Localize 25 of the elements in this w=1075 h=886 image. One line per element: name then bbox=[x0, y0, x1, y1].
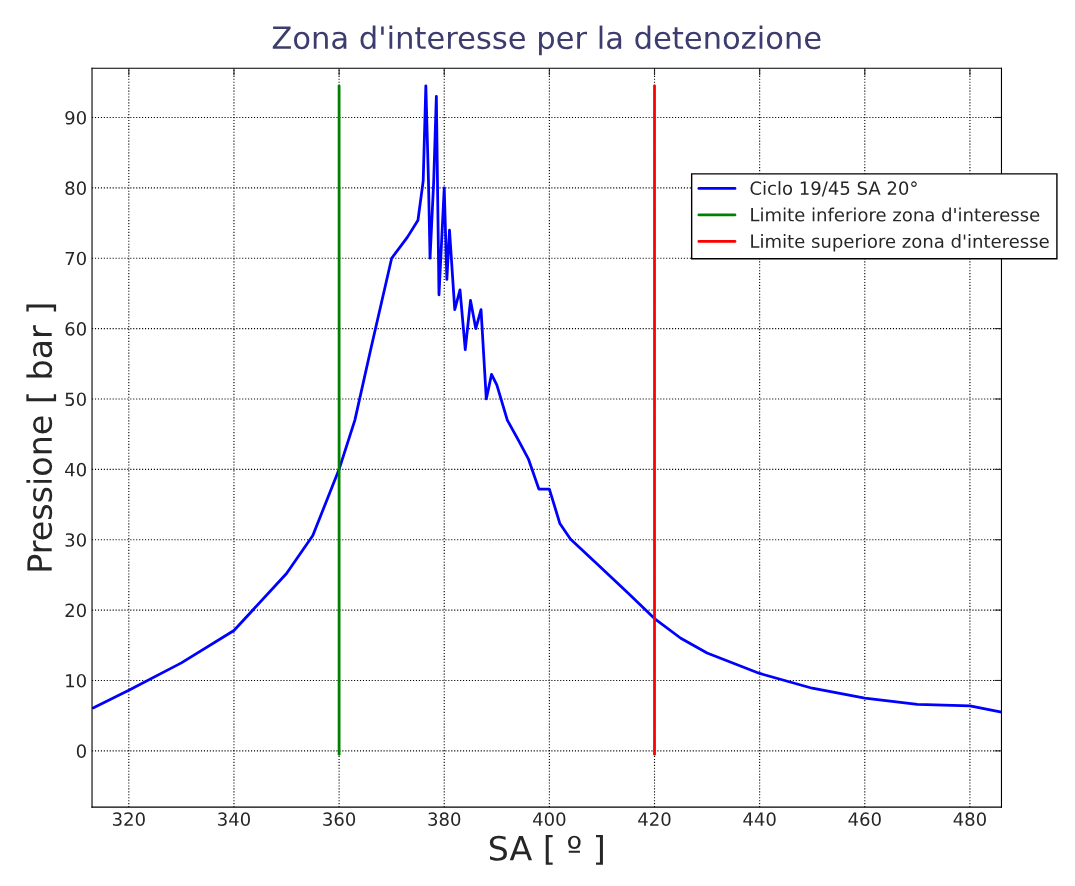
y-tick-label: 70 bbox=[65, 251, 86, 266]
x-tick-label: 380 bbox=[428, 812, 461, 826]
y-tick-label: 90 bbox=[65, 110, 86, 125]
x-tick-label: 460 bbox=[848, 812, 881, 826]
legend-label: Ciclo 19/45 SA 20° bbox=[750, 181, 917, 197]
x-tick-label: 400 bbox=[533, 812, 566, 826]
y-tick-label: 80 bbox=[65, 181, 86, 195]
y-tick-label: 0 bbox=[76, 744, 86, 758]
x-tick-label: 420 bbox=[638, 812, 671, 826]
chart-title: Zona d'interesse per la detenozione bbox=[272, 25, 821, 56]
x-tick-label: 480 bbox=[953, 812, 986, 826]
x-axis-title: SA [ º ] bbox=[489, 835, 603, 865]
y-tick-label: 30 bbox=[65, 533, 86, 547]
y-tick-label: 60 bbox=[65, 322, 86, 336]
x-tick-label: 360 bbox=[323, 812, 356, 826]
y-axis-title: Pressione [ bar ] bbox=[26, 304, 57, 571]
legend-label: Limite superiore zona d'interesse bbox=[751, 234, 1049, 252]
y-tick-label: 50 bbox=[65, 392, 86, 407]
y-tick-label: 20 bbox=[65, 603, 86, 618]
x-tick-label: 440 bbox=[743, 812, 776, 826]
x-tick-label: 340 bbox=[218, 812, 250, 826]
y-tick-label: 10 bbox=[66, 673, 86, 688]
legend-label: Limite inferiore zona d'interesse bbox=[751, 207, 1040, 222]
y-tick-label: 40 bbox=[65, 462, 86, 477]
x-tick-label: 320 bbox=[112, 812, 145, 826]
